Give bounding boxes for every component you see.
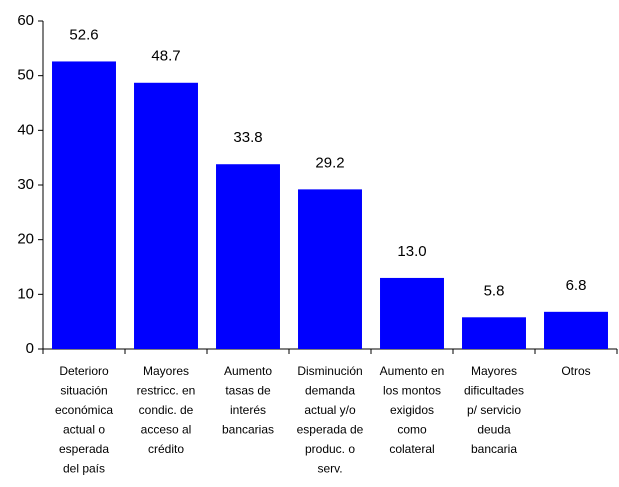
x-tick-label: tasas de	[225, 384, 271, 398]
x-tick-label: interés	[230, 403, 266, 417]
y-tick-label: 10	[17, 285, 34, 302]
bar	[380, 277, 444, 349]
value-label: 13.0	[397, 243, 426, 260]
x-tick-label: actual y/o	[304, 403, 356, 417]
y-tick-label: 50	[17, 67, 34, 84]
value-label: 48.7	[151, 48, 180, 65]
x-tick-label: esperada	[59, 442, 109, 456]
bar	[134, 82, 198, 350]
x-tick-label: los montos	[383, 384, 441, 398]
x-tick-label: colateral	[389, 442, 434, 456]
x-tick-label: bancarias	[222, 423, 274, 437]
x-tick-label: restricc. en	[137, 384, 196, 398]
x-tick-label: p/ servicio	[467, 403, 521, 417]
x-tick-label: acceso al	[141, 423, 192, 437]
bar	[298, 189, 362, 349]
x-tick-label: exigidos	[390, 403, 434, 417]
x-tick-label: serv.	[317, 462, 342, 476]
x-tick-label: Mayores	[471, 364, 517, 378]
y-tick-label: 60	[17, 12, 34, 29]
y-tick-label: 40	[17, 121, 34, 138]
x-tick-label: bancaria	[471, 442, 517, 456]
bar	[216, 164, 280, 349]
value-label: 52.6	[69, 26, 98, 43]
value-label: 29.2	[315, 154, 344, 171]
x-tick-label: Aumento	[224, 364, 272, 378]
x-tick-label: Mayores	[143, 364, 189, 378]
x-tick-label: crédito	[148, 442, 184, 456]
y-tick-label: 0	[26, 340, 34, 357]
value-label: 6.8	[566, 277, 587, 294]
x-tick-label: Otros	[561, 364, 590, 378]
x-tick-label: como	[397, 423, 427, 437]
value-label: 5.8	[484, 282, 505, 299]
x-tick-label: Deterioro	[59, 364, 109, 378]
x-tick-label: deuda	[477, 423, 511, 437]
x-tick-label: actual o	[63, 423, 105, 437]
x-tick-label: Disminución	[297, 364, 362, 378]
bar	[462, 317, 526, 349]
x-tick-label: dificultades	[464, 384, 524, 398]
x-tick-label: situación	[60, 384, 107, 398]
x-tick-label: económica	[55, 403, 113, 417]
bar	[52, 61, 116, 349]
value-label: 33.8	[233, 129, 262, 146]
x-tick-label: Aumento en	[380, 364, 445, 378]
y-tick-label: 20	[17, 231, 34, 248]
x-tick-label: condic. de	[139, 403, 194, 417]
x-tick-label: produc. o	[305, 442, 355, 456]
x-tick-label: demanda	[305, 384, 355, 398]
x-tick-label: esperada de	[297, 423, 364, 437]
y-tick-label: 30	[17, 176, 34, 193]
bar	[544, 311, 608, 349]
x-tick-label: del país	[63, 462, 105, 476]
